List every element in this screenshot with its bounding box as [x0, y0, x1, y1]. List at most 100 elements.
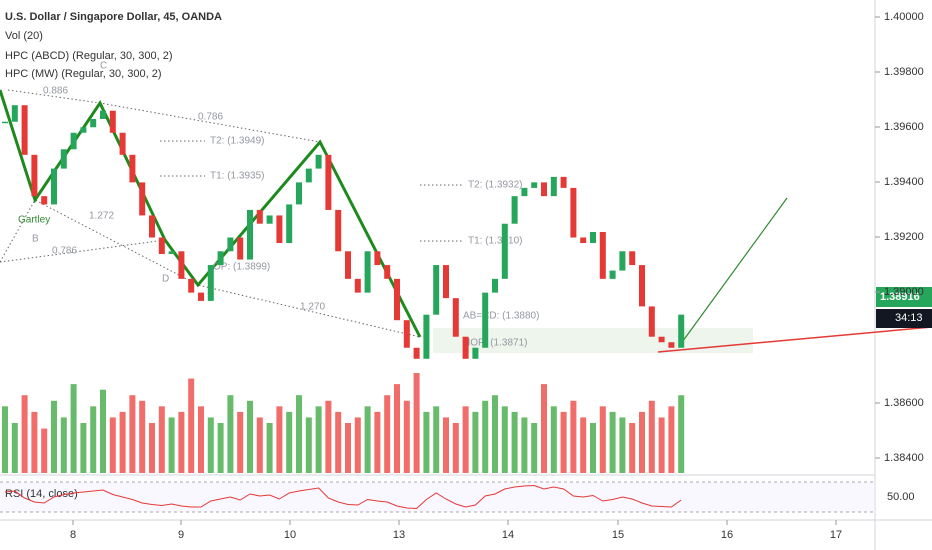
volume-bar [570, 400, 577, 473]
volume-bar [276, 406, 283, 473]
volume-bar [139, 400, 146, 473]
candle [580, 237, 587, 244]
pattern-label: T2: (1.3932) [468, 180, 522, 191]
candle [139, 182, 146, 216]
candle [443, 265, 449, 299]
candle [531, 182, 538, 188]
candle [550, 176, 557, 197]
candle [668, 342, 675, 348]
candle [31, 154, 38, 197]
volume-bar [178, 411, 185, 473]
volume-bar [335, 411, 342, 473]
volume-bar [599, 406, 606, 473]
volume-bar [51, 400, 57, 473]
volume-bar [560, 411, 567, 473]
volume-bar [217, 423, 224, 473]
candle [286, 204, 293, 244]
countdown-tag [876, 309, 932, 328]
candle [452, 298, 459, 337]
volume-bar [590, 423, 596, 473]
candle [168, 251, 175, 255]
pattern-label: 1.270 [300, 302, 325, 313]
candle [21, 105, 28, 155]
candle [482, 292, 489, 348]
volume-bar [423, 411, 430, 473]
pattern-label: D [162, 274, 169, 285]
pattern-label: T1: (1.3910) [468, 236, 522, 247]
candle [492, 278, 498, 293]
candle [119, 132, 126, 155]
candle [198, 292, 204, 301]
volume-bar [639, 411, 645, 473]
candle [541, 182, 547, 197]
candle [501, 223, 508, 279]
pattern-label: B [32, 234, 39, 245]
volume-bar [648, 400, 655, 473]
projection-line [679, 197, 788, 346]
candle [648, 306, 655, 337]
pattern-label: 1.272 [89, 211, 114, 222]
candle [207, 265, 214, 301]
volume-bar [658, 417, 665, 473]
volume-bar [521, 417, 528, 473]
time-label: 14 [502, 529, 514, 541]
volume-bar [678, 395, 685, 473]
volume-bar [541, 384, 547, 473]
time-label: 10 [284, 529, 296, 541]
price-label: 1.39400 [884, 176, 924, 188]
countdown: 34:13 [895, 312, 923, 324]
pattern-label: C [100, 61, 107, 72]
volume-bar [41, 428, 48, 473]
candle [100, 110, 106, 119]
candle [178, 251, 185, 279]
volume-bar [70, 384, 77, 473]
volume-bar [619, 417, 626, 473]
candle [227, 237, 234, 252]
volume-bar [296, 395, 302, 473]
volume-bar [247, 400, 253, 473]
price-label: 1.39200 [884, 231, 924, 243]
candle [354, 278, 361, 293]
price-label: 1.40000 [884, 11, 924, 23]
volume-bar [305, 417, 312, 473]
volume-bar [2, 406, 8, 473]
candle [217, 251, 224, 266]
last-price-tag [876, 287, 932, 307]
candle [237, 237, 244, 260]
candle [619, 251, 626, 271]
volume-bar [207, 417, 214, 473]
legend-line: Vol (20) [5, 30, 43, 42]
volume-bar [354, 417, 361, 473]
pattern-label: HOP: (1.3871) [463, 338, 527, 349]
candle [2, 121, 8, 124]
last-price: 1.38916 [880, 291, 920, 303]
volume-bar [609, 411, 616, 473]
price-label: 1.39000 [884, 286, 924, 298]
volume-bar [11, 423, 18, 473]
pattern-label: 0.886 [43, 86, 68, 97]
volume-bar [394, 384, 400, 473]
volume-bar [31, 411, 38, 473]
volume-bar [433, 406, 440, 473]
price-label: 1.39800 [884, 66, 924, 78]
candle [129, 154, 136, 183]
candle [158, 237, 165, 255]
volume-bar [90, 406, 97, 473]
candle [403, 320, 410, 348]
volume-bar [129, 395, 136, 473]
candle [560, 176, 567, 188]
pattern-label: 0.786 [52, 246, 77, 257]
candle [188, 278, 195, 293]
volume-bar [374, 411, 381, 473]
volume-bar [668, 406, 675, 473]
candle [90, 118, 97, 128]
candle [639, 265, 645, 307]
volume-bar [384, 395, 391, 473]
pattern-label: AB=CD: (1.3880) [463, 311, 539, 322]
candle [384, 265, 391, 279]
time-label: 17 [830, 529, 842, 541]
candle [629, 251, 636, 266]
price-label: 1.38400 [884, 452, 924, 464]
candle [472, 347, 479, 359]
